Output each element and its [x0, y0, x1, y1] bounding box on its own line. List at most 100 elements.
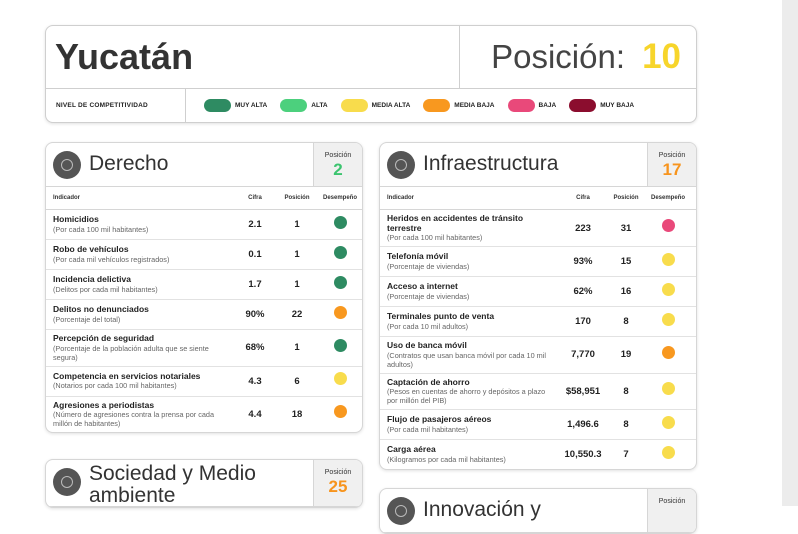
indicator-cell: Heridos en accidentes de tránsito terres…: [387, 213, 554, 242]
header-card: Yucatán Posición: 10 NIVEL DE COMPETITIV…: [45, 25, 697, 123]
legend-swatch: [507, 99, 535, 112]
legend-label: ALTA: [311, 102, 328, 109]
indicator-position: 31: [620, 222, 632, 234]
table-header: Indicador Cifra Posición Desempeño: [46, 187, 362, 210]
indicator-name: Incidencia delictiva: [53, 274, 131, 285]
indicator-position: 15: [620, 256, 632, 267]
legend-label: MEDIA BAJA: [454, 102, 495, 109]
legend-label: MUY ALTA: [235, 102, 268, 109]
indicator-unit: (Porcentaje de viviendas): [387, 261, 470, 271]
indicator-value: 62%: [573, 286, 593, 297]
side-strip: [782, 0, 798, 506]
performance-cell: [640, 312, 696, 331]
performance-dot: [661, 219, 675, 232]
column-header: Cifra: [248, 195, 262, 201]
section-card: Infraestructura Posición 17 Indicador Cifra P…: [379, 142, 697, 470]
position-number: 2: [333, 160, 343, 179]
column-header: Posición: [613, 195, 639, 201]
performance-dot: [333, 405, 347, 419]
indicator-position: 8: [623, 316, 629, 327]
indicator-cell: Incidencia delictiva (Delitos por cada mi…: [53, 275, 235, 294]
legend-item: MEDIA ALTA: [340, 99, 411, 112]
legend-label: MUY BAJA: [600, 102, 635, 109]
performance-cell: [319, 245, 361, 264]
position-label: Posición:: [491, 38, 625, 75]
indicator-name: Agresiones a periodistas: [53, 399, 155, 410]
indicator-value: 90%: [245, 309, 265, 320]
indicator-cell: Homicidios (Por cada 100 mil habitantes): [53, 215, 235, 234]
indicator-unit: (Delitos por cada mil habitantes): [53, 284, 158, 294]
position-label: Posición: [324, 469, 352, 476]
performance-dot: [333, 245, 347, 259]
indicator-row: Terminales punto de venta (Por cada 10 mi…: [380, 307, 696, 337]
legend: MUY ALTA ALTA MEDIA ALTA MEDIA BAJA BAJA MUY …: [204, 99, 634, 112]
section-title: Infraestructura: [423, 152, 559, 175]
indicator-position: 1: [294, 342, 300, 354]
indicator-cell: Telefonía móvil (Porcentaje de viviendas): [387, 252, 554, 271]
indicator-name: Terminales punto de venta: [387, 311, 495, 322]
indicator-row: Telefonía móvil (Porcentaje de viviendas)…: [380, 247, 696, 277]
section-position: Posición 25: [313, 460, 362, 506]
legend-item: MUY BAJA: [569, 99, 634, 112]
indicator-unit: (Pesos en cuentas de ahorro y depósitos …: [387, 387, 546, 405]
performance-dot: [661, 345, 675, 359]
column-header: Desempeño: [322, 195, 357, 201]
performance-cell: [640, 415, 696, 434]
indicator-name: Flujo de pasajeros aéreos: [387, 414, 492, 425]
indicator-name: Captación de ahorro: [387, 376, 470, 387]
indicator-row: Uso de banca móvil (Contratos que usan ba…: [380, 337, 696, 374]
indicator-position: 7: [623, 449, 629, 460]
indicator-cell: Carga aérea (Kilogramos por cada mil habi…: [387, 445, 554, 464]
column-header: Posición: [284, 195, 310, 201]
indicator-cell: Robo de vehículos (Por cada mil vehículos…: [53, 245, 235, 264]
column-header: Cifra: [576, 195, 590, 201]
indicator-position: 16: [620, 286, 632, 297]
indicator-row: Homicidios (Por cada 100 mil habitantes) 2…: [46, 210, 362, 240]
performance-cell: [640, 219, 696, 237]
indicator-cell: Delitos no denunciados (Porcentaje del to…: [53, 305, 235, 324]
section-title: Sociedad y Medio ambiente: [89, 462, 256, 507]
indicator-cell: Percepción de seguridad (Porcentaje de la…: [53, 333, 235, 361]
indicator-row: Incidencia delictiva (Delitos por cada mi…: [46, 270, 362, 300]
column-header: Indicador: [53, 195, 81, 201]
indicator-row: Heridos en accidentes de tránsito terres…: [380, 210, 696, 247]
indicator-name: Heridos en accidentes de tránsito terres…: [387, 213, 524, 233]
indicator-name: Uso de banca móvil: [387, 340, 467, 350]
legend-label: BAJA: [538, 102, 557, 109]
legend-label: MEDIA ALTA: [371, 102, 411, 109]
legend-item: ALTA: [280, 99, 328, 112]
section-card: Derecho Posición 2 Indicador Cifra Posición De…: [45, 142, 363, 433]
section-header: Derecho Posición 2: [46, 143, 362, 187]
indicator-row: Flujo de pasajeros aéreos (Por cada mil h…: [380, 410, 696, 440]
performance-dot: [661, 382, 675, 396]
header-bottom: NIVEL DE COMPETITIVIDAD MUY ALTA ALTA MEDI…: [46, 89, 696, 122]
indicator-unit: (Por cada 100 mil habitantes): [387, 233, 483, 242]
level-label: NIVEL DE COMPETITIVIDAD: [56, 102, 148, 109]
indicator-position: 22: [291, 309, 303, 320]
indicator-unit: (Contratos que usan banca móvil por cada…: [387, 350, 546, 369]
legend-item: MEDIA BAJA: [423, 99, 495, 112]
indicator-row: Delitos no denunciados (Porcentaje del to…: [46, 300, 362, 330]
section-card: Sociedad y Medio ambiente Posición 25: [45, 459, 363, 508]
section-header: Innovación y Posición: [380, 489, 696, 533]
indicator-value: 4.4: [248, 408, 262, 420]
indicator-row: Captación de ahorro (Pesos en cuentas de …: [380, 374, 696, 410]
indicator-unit: (Por cada mil habitantes): [387, 424, 469, 434]
position-box: Posición: 10: [459, 26, 696, 88]
indicator-value: 170: [575, 316, 591, 327]
indicator-row: Competencia en servicios notariales (Nota…: [46, 367, 362, 397]
position-number: 10: [642, 37, 681, 76]
performance-cell: [319, 305, 361, 324]
performance-dot: [661, 312, 675, 326]
indicator-value: 7,770: [571, 349, 595, 361]
state-name: Yucatán: [55, 36, 194, 77]
legend-swatch: [423, 99, 451, 112]
indicator-unit: (Por cada mil vehículos registrados): [53, 254, 170, 264]
indicator-unit: (Por cada 10 mil adultos): [387, 321, 469, 331]
indicator-value: 1.7: [248, 279, 262, 290]
indicator-cell: Flujo de pasajeros aéreos (Por cada mil h…: [387, 415, 554, 434]
indicator-row: Acceso a internet (Porcentaje de vivienda…: [380, 277, 696, 307]
indicator-row: Carga aérea (Kilogramos por cada mil habi…: [380, 440, 696, 469]
indicator-value: $58,951: [565, 385, 601, 397]
performance-cell: [319, 338, 361, 357]
